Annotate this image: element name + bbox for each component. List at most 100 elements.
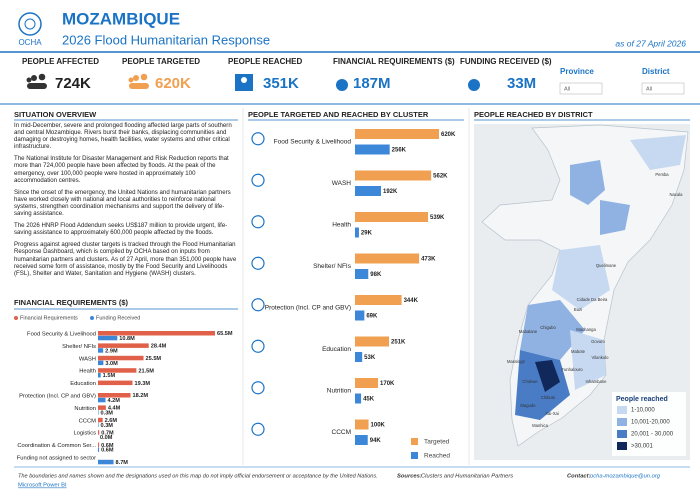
cluster-icon [251, 215, 265, 229]
category-label: Shelter/ NFIs [62, 344, 96, 350]
section-title: SITUATION OVERVIEW [14, 110, 97, 119]
map-place: Machanga [576, 327, 596, 332]
value-label: 1.5M [103, 373, 116, 379]
bar [355, 393, 362, 404]
bar [98, 417, 103, 423]
kpi-icon [128, 73, 149, 89]
kpi-label: PEOPLE TARGETED [122, 57, 200, 66]
bar [98, 380, 133, 386]
bar [98, 335, 118, 341]
category-label: CCCM [332, 429, 352, 436]
category-label: Coordination & Common Ser... [17, 443, 96, 449]
cluster-icon [251, 298, 265, 312]
value-label: 8.7M [116, 460, 129, 466]
filter-label: District [642, 67, 670, 76]
bar [98, 348, 104, 353]
map-legend-label: 1-10,000 [631, 408, 655, 414]
map-place: Chibuto [541, 395, 556, 400]
map-legend-swatch [617, 418, 627, 426]
section-title: PEOPLE REACHED BY DISTRICT [474, 110, 593, 119]
value-label: 4.4M [108, 406, 121, 412]
map-place: Mabote [571, 349, 586, 354]
bar [355, 227, 359, 238]
bar [355, 352, 363, 362]
value-label: 10.8M [119, 336, 135, 342]
bar [355, 378, 379, 388]
category-label: Protection (Incl. CP and GBV) [19, 394, 96, 400]
map-district [535, 360, 560, 392]
cluster-icon [251, 381, 265, 395]
value-label: 19.3M [134, 381, 150, 387]
legend-label: Reached [424, 453, 450, 460]
value-label: 69K [366, 314, 378, 320]
category-label: Education [322, 346, 351, 353]
value-label: 2.9M [105, 348, 118, 354]
footer-brand[interactable]: Microsoft Power BI [18, 483, 67, 489]
bar [98, 422, 99, 428]
logo-globe [24, 18, 36, 30]
bar [98, 360, 104, 366]
kpi-label: PEOPLE REACHED [228, 57, 302, 66]
map-district [630, 135, 686, 170]
category-label: Education [70, 381, 96, 387]
filter-dropdown[interactable] [559, 82, 603, 95]
value-label: 620K [441, 132, 456, 138]
bar [98, 397, 106, 403]
kpi-icon [26, 73, 47, 89]
map-place: Govuro [591, 339, 605, 344]
logo [18, 12, 42, 36]
map-district [552, 245, 610, 310]
kpi-icon [468, 79, 480, 91]
category-label: Nutrition [327, 387, 352, 394]
category-label: Health [79, 369, 96, 375]
map-legend-swatch [617, 406, 627, 414]
value-label: 45K [363, 397, 375, 403]
value-label: 251K [391, 340, 406, 346]
value-label: 0.3M [101, 410, 114, 416]
value-label: 98K [370, 272, 382, 278]
legend-label: Funding Received [96, 315, 140, 321]
category-label: Protection (Incl. CP and GBV) [265, 304, 351, 311]
footer-sources: Clusters and Humanitarian Partners [421, 474, 513, 480]
value-label: 0.7M [101, 430, 114, 436]
filter-value: All [646, 86, 652, 92]
map-legend-label: 10,001-20,000 [631, 420, 670, 426]
subtitle: 2026 Flood Humanitarian Response [62, 32, 270, 47]
value-label: 100K [371, 423, 386, 429]
cluster-icon [251, 132, 265, 146]
map-place: Chigubo [540, 325, 556, 330]
filter-dropdown[interactable] [641, 82, 685, 95]
bar [98, 343, 149, 348]
legend-swatch [90, 316, 94, 320]
map-district [520, 300, 585, 360]
legend-swatch [411, 438, 418, 445]
paragraph: In mid-December, severe and prolonged fl… [14, 122, 232, 151]
footer-disclaimer: The boundaries and names shown and the d… [18, 473, 378, 479]
legend-label: Financial Requirements [20, 315, 78, 321]
footer-contact: ocha-mozambique@un.org [590, 474, 661, 480]
kpi-label: PEOPLE AFFECTED [22, 57, 99, 66]
value-label: 21.5M [138, 368, 154, 374]
category-label: Shelter/ NFIs [313, 263, 352, 270]
value-label: 0.3M [101, 423, 114, 429]
bar [355, 419, 369, 430]
bar [355, 186, 382, 196]
section-title: FINANCIAL REQUIREMENTS ($) [14, 298, 129, 307]
value-label: 562K [433, 174, 448, 180]
kpi-value: 620K [155, 75, 191, 92]
paragraph: Since the onset of the emergency, the Un… [14, 188, 231, 218]
map-district [570, 330, 606, 390]
bar [98, 373, 101, 378]
value-label: 94K [370, 438, 382, 444]
kpi-value: 351K [263, 75, 299, 92]
value-label: 539K [430, 215, 445, 221]
category-label: WASH [332, 180, 352, 187]
bar [355, 435, 368, 445]
bar [355, 310, 365, 321]
map-legend-label: >30,001 [631, 444, 654, 450]
category-label: Nutrition [74, 406, 96, 412]
category-label: CCCM [79, 418, 97, 424]
category-label: Funding not assigned to sector [17, 456, 96, 462]
title: MOZAMBIQUE [62, 9, 180, 28]
legend-swatch [411, 452, 418, 459]
